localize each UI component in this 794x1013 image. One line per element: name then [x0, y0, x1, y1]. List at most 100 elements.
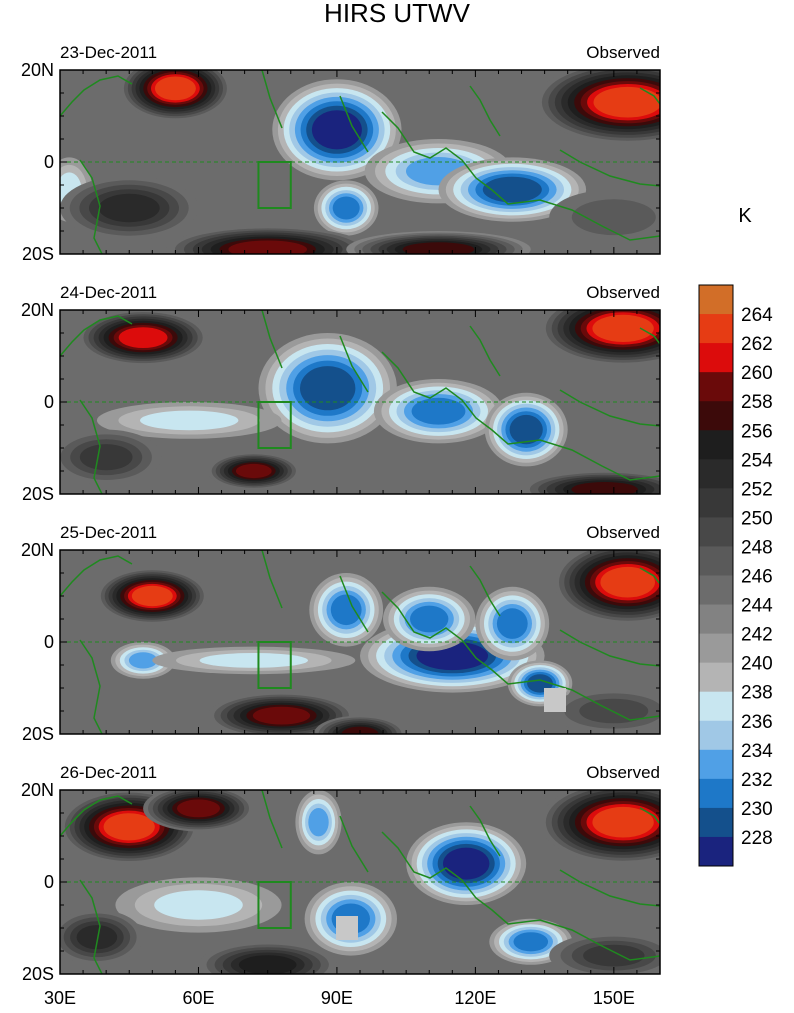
- colorbar-unit: K: [738, 205, 752, 227]
- panel-2-field: [60, 310, 660, 494]
- panel-3-dry-region-12: [579, 698, 649, 724]
- panel-3-field: [60, 550, 660, 734]
- colorbar-swatch: [699, 546, 733, 576]
- colorbar-label: 234: [741, 741, 773, 762]
- panel-4-missing-data: [336, 916, 358, 940]
- panel-1-date: 23-Dec-2011: [60, 43, 157, 62]
- panel-1-axes: 20N 0 20S: [21, 60, 661, 264]
- panel-3-axes: 20N 0 20S: [21, 540, 661, 744]
- colorbar-label: 254: [741, 450, 773, 471]
- panel-1-label: Observed: [586, 43, 660, 62]
- panel-2-axes: 20N 0 20S: [21, 300, 661, 504]
- panel-4-moist-region-1: [443, 847, 490, 880]
- panel-4-dry-region-6: [103, 813, 155, 841]
- panel-3-dry-region-10: [252, 706, 311, 725]
- colorbar-swatch: [699, 778, 733, 809]
- panel-2-dry-region-8: [571, 482, 638, 494]
- panel-3-dry-region-8: [131, 585, 173, 607]
- panel-4-field: [60, 790, 660, 974]
- panel-1: 23-Dec-2011 Observed 20N 0 20S: [21, 43, 661, 264]
- panel-2-date: 24-Dec-2011: [60, 283, 157, 302]
- y-tick-label: 20N: [21, 780, 54, 800]
- colorbar-swatch: [699, 749, 733, 780]
- panel-3-label: Observed: [586, 523, 660, 542]
- panel-1-dry-region-9: [402, 242, 475, 254]
- colorbar-label: 232: [741, 770, 773, 791]
- colorbar-label: 256: [741, 421, 773, 442]
- x-tick-label: 60E: [182, 988, 214, 1008]
- panel-3-dry-region-9: [600, 566, 655, 598]
- colorbar-label: 246: [741, 567, 773, 588]
- y-tick-label: 20S: [22, 964, 54, 984]
- colorbar-label: 252: [741, 479, 773, 500]
- panel-3-moist-region-4: [496, 608, 528, 639]
- panel-2-coastlines: [60, 310, 660, 494]
- colorbar-swatch: [699, 807, 733, 838]
- panel-4-moist-region-3: [308, 808, 329, 837]
- panel-2-moist-region-4: [140, 410, 239, 431]
- panel-3-date: 25-Dec-2011: [60, 523, 157, 542]
- panel-1-dry-region-6: [154, 76, 196, 101]
- panel-3-coastlines: [60, 550, 660, 734]
- panel-1-field: [60, 70, 660, 254]
- colorbar-swatch: [699, 372, 733, 402]
- colorbar-label: 228: [741, 828, 773, 849]
- panel-3-moist-region-2: [330, 594, 362, 626]
- panel-2-dry-region-9: [79, 444, 133, 471]
- colorbar-label: 244: [741, 596, 773, 617]
- x-tick-label: 90E: [321, 988, 353, 1008]
- panel-4-moist-region-4: [513, 932, 549, 952]
- colorbar-frame: [698, 284, 734, 867]
- panel-4-moist-region-5: [154, 890, 243, 920]
- colorbar-swatch: [699, 285, 733, 315]
- colorbar-label: 236: [741, 712, 773, 733]
- panel-1-coastlines: [60, 70, 660, 254]
- colorbar-swatch: [699, 633, 733, 664]
- colorbar-label: 258: [741, 392, 773, 413]
- panel-1-dry-region-10: [98, 193, 160, 223]
- figure-title: HIRS UTWV: [324, 0, 471, 28]
- colorbar-label: 250: [741, 508, 773, 529]
- y-tick-label: 0: [44, 632, 54, 652]
- y-tick-label: 20S: [22, 724, 54, 744]
- panel-2-moist-region-3: [509, 414, 543, 445]
- panel-1-dry-region-7: [593, 86, 660, 118]
- panel-4-dry-region-9: [238, 955, 297, 974]
- panel-2-dry-region-7: [235, 463, 272, 479]
- colorbar-label: 238: [741, 683, 773, 704]
- panel-3-moist-region-3: [410, 605, 449, 633]
- colorbar-swatch: [699, 430, 733, 460]
- panel-1-moist-region-3: [482, 176, 542, 203]
- panel-2-label: Observed: [586, 283, 660, 302]
- colorbar-swatch: [699, 575, 733, 606]
- panel-2: 24-Dec-2011 Observed 20N 0 20S: [21, 283, 661, 504]
- panel-3-moist-region-7: [199, 653, 308, 668]
- panel-4-coastlines: [60, 790, 660, 974]
- colorbar-label: 240: [741, 654, 773, 675]
- y-tick-label: 0: [44, 392, 54, 412]
- y-tick-label: 20N: [21, 300, 54, 320]
- panel-4-axes: 20N 0 20S: [21, 780, 661, 984]
- colorbar-label: 242: [741, 625, 773, 646]
- colorbar-swatch: [699, 343, 733, 373]
- colorbar-swatch: [699, 720, 733, 751]
- panel-2-moist-region-1: [300, 366, 356, 411]
- colorbar-label: 264: [741, 305, 773, 326]
- panel-3-reference-box: [257, 641, 292, 689]
- colorbar-swatch: [699, 314, 733, 344]
- colorbar-swatch: [699, 517, 733, 547]
- panel-3-missing-data: [544, 688, 566, 712]
- panel-4-dry-region-7: [177, 799, 220, 818]
- y-tick-label: 20S: [22, 244, 54, 264]
- panel-1-reference-box: [257, 161, 292, 209]
- panel-2-moist-region-2: [411, 397, 466, 425]
- y-tick-label: 20N: [21, 60, 54, 80]
- panel-3-moist-region-6: [128, 652, 158, 669]
- panel-1-dry-region-8: [228, 240, 307, 254]
- panel-3: 25-Dec-2011 Observed 20N 0 20S: [21, 523, 661, 744]
- colorbar-swatch: [699, 836, 733, 867]
- panel-4-dry-region-8: [592, 806, 654, 838]
- x-tick-label: 120E: [454, 988, 496, 1008]
- x-tick-label: 30E: [44, 988, 76, 1008]
- colorbar-swatch: [699, 459, 733, 489]
